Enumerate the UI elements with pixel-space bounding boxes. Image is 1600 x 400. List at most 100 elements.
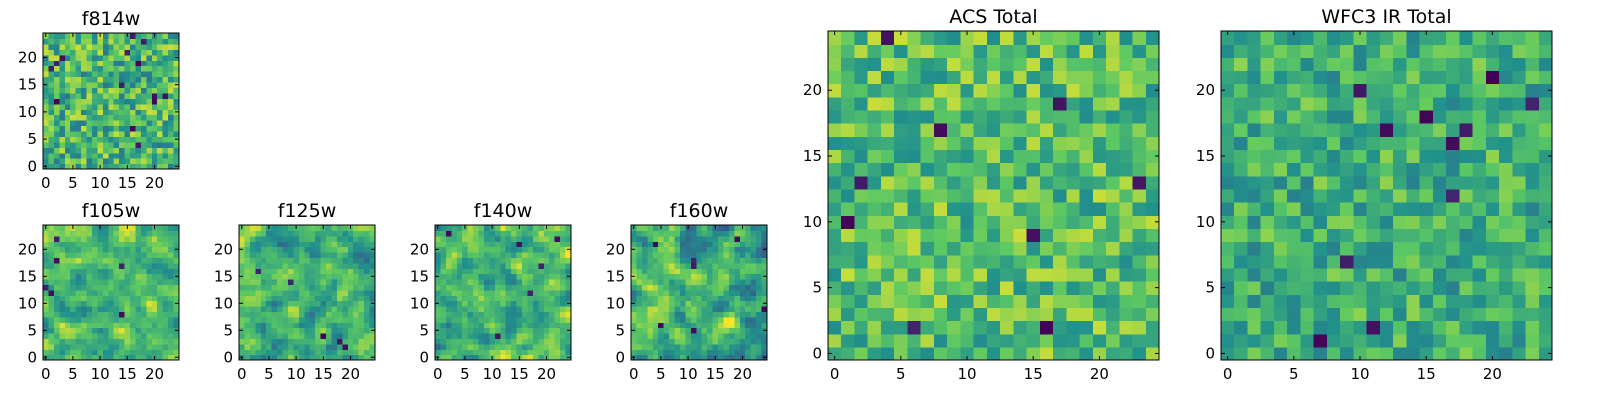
heatmap-cell bbox=[108, 120, 115, 127]
heatmap-cell bbox=[70, 38, 77, 45]
heatmap-cell bbox=[960, 96, 975, 111]
heatmap-cell bbox=[1446, 57, 1460, 72]
heatmap-cell bbox=[53, 43, 60, 50]
heatmap-cell bbox=[511, 295, 518, 302]
heatmap-cell bbox=[1234, 346, 1249, 361]
heatmap-cell bbox=[696, 306, 703, 312]
heatmap-cell bbox=[522, 268, 529, 275]
heatmap-cell bbox=[113, 152, 120, 159]
heatmap-cell bbox=[1340, 123, 1354, 137]
heatmap-cell bbox=[146, 114, 153, 121]
heatmap-cell bbox=[135, 311, 142, 318]
heatmap-cell bbox=[745, 252, 752, 258]
heatmap-cell bbox=[1053, 83, 1067, 98]
heatmap-cell bbox=[867, 267, 882, 282]
heatmap-cell bbox=[973, 83, 988, 98]
heatmap-cell bbox=[920, 307, 935, 322]
heatmap-cell bbox=[64, 158, 71, 165]
heatmap-cell bbox=[456, 349, 463, 356]
heatmap-cell bbox=[173, 252, 180, 258]
heatmap-cell bbox=[43, 114, 50, 121]
heatmap-cell bbox=[140, 109, 147, 116]
heatmap-cell bbox=[1313, 44, 1328, 58]
heatmap-cell bbox=[140, 130, 147, 137]
heatmap-cell bbox=[244, 316, 251, 323]
heatmap-cell bbox=[1287, 31, 1302, 45]
heatmap-cell bbox=[86, 338, 93, 345]
heatmap-cell bbox=[353, 343, 360, 350]
heatmap-cell bbox=[48, 333, 55, 339]
heatmap-cell bbox=[135, 235, 142, 242]
heatmap-cell bbox=[119, 230, 126, 237]
heatmap-cell bbox=[282, 230, 289, 237]
heatmap-cell bbox=[140, 252, 147, 258]
heatmap-cell bbox=[663, 306, 670, 312]
heatmap-cell bbox=[124, 98, 131, 105]
heatmap-cell bbox=[880, 346, 895, 361]
heatmap-cell bbox=[1145, 333, 1160, 348]
heatmap-cell bbox=[81, 262, 88, 269]
heatmap-cell bbox=[456, 311, 463, 318]
heatmap-cell bbox=[358, 235, 365, 242]
heatmap-cell bbox=[761, 295, 768, 302]
heatmap-cell bbox=[1247, 123, 1262, 137]
heatmap-cell bbox=[364, 252, 371, 258]
heatmap-cell bbox=[70, 252, 77, 258]
heatmap-cell bbox=[271, 252, 278, 258]
heatmap-cell bbox=[739, 349, 746, 356]
heatmap-cell bbox=[723, 354, 730, 361]
heatmap-cell bbox=[907, 123, 922, 137]
heatmap-cell bbox=[59, 273, 66, 280]
heatmap-cell bbox=[631, 343, 638, 350]
heatmap-cell bbox=[1260, 123, 1275, 137]
heatmap-cell bbox=[140, 333, 147, 339]
heatmap-cell bbox=[342, 316, 349, 323]
heatmap-cell bbox=[986, 31, 1001, 45]
heatmap-cell bbox=[674, 306, 681, 312]
heatmap-cell bbox=[652, 268, 659, 275]
heatmap-cell bbox=[113, 289, 120, 296]
heatmap-cell bbox=[1340, 175, 1354, 190]
heatmap-cell bbox=[59, 230, 66, 237]
heatmap-cell bbox=[560, 268, 567, 275]
heatmap-cell bbox=[239, 343, 246, 350]
heatmap-cell bbox=[119, 92, 126, 99]
heatmap-cell bbox=[636, 284, 643, 291]
heatmap-cell bbox=[880, 96, 895, 111]
heatmap-cell bbox=[91, 284, 98, 291]
heatmap-cell bbox=[244, 279, 251, 285]
heatmap-cell bbox=[500, 284, 507, 291]
heatmap-cell bbox=[1300, 70, 1315, 85]
heatmap-cell bbox=[549, 300, 556, 307]
heatmap-cell bbox=[353, 295, 360, 302]
heatmap-cell bbox=[1525, 31, 1540, 45]
heatmap-cell bbox=[986, 333, 1001, 348]
heatmap-cell bbox=[516, 289, 523, 296]
heatmap-cell bbox=[1273, 241, 1288, 256]
heatmap-cell bbox=[707, 262, 714, 269]
heatmap-cell bbox=[1092, 346, 1107, 361]
heatmap-cell bbox=[1459, 175, 1474, 190]
heatmap-cell bbox=[1234, 320, 1249, 335]
heatmap-cell bbox=[500, 289, 507, 296]
heatmap-cell bbox=[483, 327, 490, 334]
heatmap-cell bbox=[1234, 57, 1249, 72]
heatmap-cell bbox=[1419, 267, 1434, 282]
heatmap-cell bbox=[108, 114, 115, 121]
heatmap-cell bbox=[43, 38, 50, 45]
heatmap-cell bbox=[907, 215, 922, 229]
heatmap-cell bbox=[168, 338, 175, 345]
heatmap-cell bbox=[358, 354, 365, 361]
heatmap-cell bbox=[1538, 123, 1553, 137]
heatmap-cell bbox=[81, 98, 88, 105]
heatmap-cell bbox=[973, 149, 988, 164]
heatmap-cell bbox=[293, 327, 300, 334]
heatmap-cell bbox=[173, 38, 180, 45]
x-tick-label: 10 bbox=[91, 365, 110, 383]
heatmap-cell bbox=[282, 338, 289, 345]
heatmap-cell bbox=[48, 252, 55, 258]
heatmap-cell bbox=[1106, 162, 1120, 177]
heatmap-cell bbox=[920, 294, 935, 308]
heatmap-cell bbox=[663, 333, 670, 339]
heatmap-cell bbox=[631, 322, 638, 329]
